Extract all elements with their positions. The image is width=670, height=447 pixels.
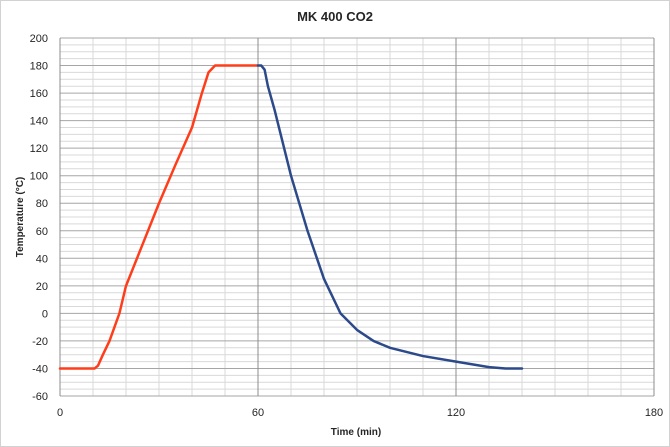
series-line-1 xyxy=(58,64,260,370)
y-tick-label: 120 xyxy=(30,143,48,155)
y-tick-label: -60 xyxy=(32,391,48,403)
y-tick-label: 100 xyxy=(30,171,48,183)
x-axis-title: Time (min) xyxy=(331,427,381,438)
y-tick-label: 40 xyxy=(36,253,48,265)
y-tick-label: 0 xyxy=(42,308,48,320)
y-axis-title: Temperature (°C) xyxy=(15,177,26,258)
y-tick-label: 80 xyxy=(36,198,48,210)
x-tick-label: 180 xyxy=(645,407,663,419)
y-tick-label: 140 xyxy=(30,116,48,128)
y-tick-label: -40 xyxy=(32,363,48,375)
y-tick-label: 60 xyxy=(36,226,48,238)
y-tick-label: 180 xyxy=(30,61,48,73)
x-tick-label: 120 xyxy=(447,407,465,419)
y-tick-label: 160 xyxy=(30,88,48,100)
minor-gridlines xyxy=(60,38,654,396)
y-tick-label: 200 xyxy=(30,33,48,45)
y-tick-label: 20 xyxy=(36,281,48,293)
x-axis-tick-labels: 0 60 120 180 xyxy=(57,407,663,419)
data-series xyxy=(58,64,524,370)
y-axis-tick-labels: -60 -40 -20 0 20 40 60 80 100 120 140 160 180 200 xyxy=(30,33,48,403)
x-tick-label: 60 xyxy=(252,407,264,419)
y-tick-label: -20 xyxy=(32,336,48,348)
chart-title: MK 400 CO2 xyxy=(297,9,373,24)
x-tick-label: 0 xyxy=(57,407,63,419)
series-line-2 xyxy=(256,64,524,370)
